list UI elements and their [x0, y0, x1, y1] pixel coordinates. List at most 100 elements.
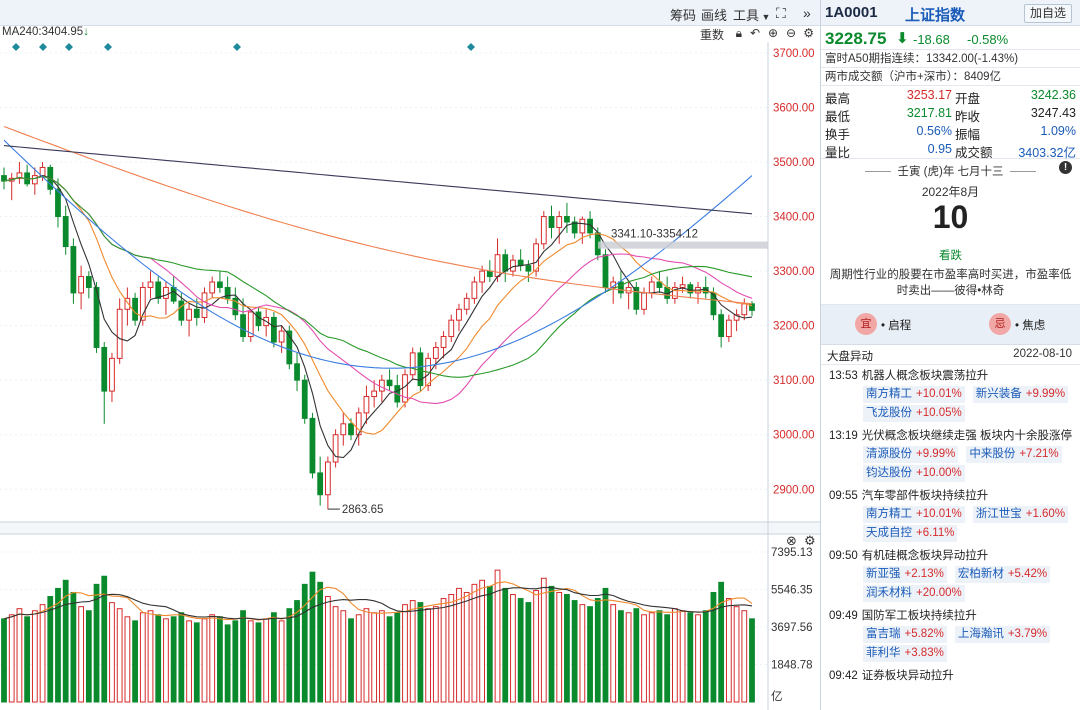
price-range-band: [598, 241, 768, 249]
price-tick-label: 2900.00: [773, 484, 815, 496]
candle-body: [456, 308, 462, 321]
gongju-button[interactable]: 工具 ▼: [733, 5, 770, 24]
stock-tag[interactable]: 润禾材料 +20.00%: [863, 585, 965, 602]
stock-tag[interactable]: 飞龙股份 +10.05%: [863, 405, 965, 422]
candle-body: [687, 284, 694, 294]
candle-body: [556, 216, 563, 228]
stock-change: +6.11%: [916, 527, 955, 539]
candle-body: [564, 216, 570, 223]
zoom-out-icon[interactable]: ⊖: [785, 26, 796, 40]
stock-tag[interactable]: 中来股份 +7.21%: [966, 446, 1062, 463]
volume-bar: [564, 593, 570, 703]
news-item[interactable]: 09:55 汽车零部件板块持续拉升 南方精工 +10.01% 浙江世宝 +1.60% 天成自…: [821, 485, 1080, 545]
index-name[interactable]: 上证指数: [905, 7, 966, 24]
stat-label-l1: 最低: [825, 110, 851, 124]
settings-icon[interactable]: ⚙: [803, 26, 814, 40]
zoom-in-icon[interactable]: ⊕: [767, 26, 778, 40]
stock-tag[interactable]: 菲利华 +3.83%: [863, 645, 947, 662]
news-time: 09:49: [829, 610, 858, 622]
chongshu-button[interactable]: 重数: [699, 28, 724, 42]
volume-bar: [448, 593, 455, 703]
news-item-title: 13:19 光伏概念板块继续走强 板块内十余股涨停: [829, 427, 1080, 445]
news-item[interactable]: 13:19 光伏概念板块继续走强 板块内十余股涨停 清源股份 +9.99% 中来股份 +7…: [821, 425, 1080, 485]
volume-bar: [702, 610, 709, 703]
volume-bar: [31, 610, 38, 703]
stock-tag[interactable]: 宏柏新材 +5.42%: [954, 566, 1051, 583]
lock-icon[interactable]: 🔒︎: [735, 26, 742, 40]
stock-change: +1.60%: [1025, 508, 1066, 520]
candle-body: [378, 379, 385, 392]
candle-body: [70, 246, 77, 294]
candle-body: [55, 188, 61, 218]
volume-ma10-line: [3, 586, 753, 620]
candlestick-chart[interactable]: 3700.00 3600.00 3500.00 3400.00 3300.00 3200.…: [0, 0, 820, 710]
candle-body: [486, 270, 493, 278]
stock-tag[interactable]: 上海瀚讯 +3.79%: [954, 626, 1051, 643]
volume-bar: [324, 596, 331, 703]
volume-bar: [39, 604, 46, 703]
stock-tag[interactable]: 天成自控 +6.11%: [863, 525, 958, 542]
low-label: 2863.65: [342, 504, 384, 516]
candle-body: [286, 330, 293, 365]
news-item-title: 09:42 证券板块异动拉升: [829, 667, 1080, 685]
candle-body: [363, 396, 370, 414]
volume-bar: [610, 604, 617, 703]
stock-tag[interactable]: 富吉瑞 +5.82%: [863, 626, 947, 643]
volume-bar: [463, 591, 470, 703]
a50-line[interactable]: 富时A50期指连续：13342.00(-1.43%): [821, 50, 1080, 68]
volume-bar: [425, 608, 432, 703]
stat-value-v1: 0.95: [927, 142, 952, 156]
stock-tag[interactable]: 南方精工 +10.01%: [863, 386, 965, 403]
news-stock-tags: 新亚强 +2.13% 宏柏新材 +5.42% 润禾材料 +20.00%: [829, 565, 1080, 603]
volume-bar: [648, 612, 655, 703]
undo-icon[interactable]: ↶: [749, 26, 760, 40]
candle-body: [116, 308, 123, 359]
news-item-title: 09:50 有机硅概念板块异动拉升: [829, 547, 1080, 565]
candle-body: [93, 286, 100, 348]
stock-tag[interactable]: 浙江世宝 +1.60%: [972, 506, 1069, 523]
info-icon[interactable]: !: [1059, 161, 1072, 174]
quote-stat-row: 量比 0.95 成交额 3403.32亿: [821, 140, 1080, 160]
news-text: 机器人概念板块震荡拉升: [861, 370, 989, 382]
news-title: 大盘异动: [827, 351, 873, 363]
yi-text: • 启程: [881, 320, 912, 332]
candle-body: [641, 292, 647, 310]
stock-tag[interactable]: 南方精工 +10.01%: [863, 506, 965, 523]
caret-down-icon: ▼: [759, 12, 771, 22]
chouma-button[interactable]: 筹码: [670, 8, 697, 23]
stock-tag[interactable]: 清源股份 +9.99%: [863, 446, 959, 463]
collapse-icon[interactable]: »: [803, 5, 811, 21]
volume-settings-icon[interactable]: ⚙: [804, 534, 816, 549]
candle-body: [448, 319, 455, 338]
volume-bar: [78, 606, 85, 703]
huaxian-button[interactable]: 画线: [701, 8, 728, 23]
news-item[interactable]: 13:53 机器人概念板块震荡拉升 南方精工 +10.01% 新兴装备 +9.99% 飞龙股…: [821, 365, 1080, 425]
stat-value-v1: 0.56%: [916, 124, 952, 138]
candle-body: [224, 286, 231, 299]
candle-body: [201, 292, 208, 318]
fullscreen-icon[interactable]: ⛶: [776, 5, 786, 21]
add-watchlist-button[interactable]: 加自选: [1024, 4, 1072, 23]
news-item[interactable]: 09:50 有机硅概念板块异动拉升 新亚强 +2.13% 宏柏新材 +5.42% 润禾材料 +…: [821, 545, 1080, 605]
volume-bar: [633, 608, 640, 703]
news-header: 大盘异动 2022-08-10: [821, 345, 1080, 365]
stat-value-v2: 3403.32亿: [1018, 146, 1076, 160]
close-icon[interactable]: ⊗: [786, 534, 797, 549]
stock-name: 新兴装备: [975, 388, 1022, 400]
candle-body: [479, 270, 485, 283]
candle-body: [271, 316, 277, 343]
stock-tag[interactable]: 新亚强 +2.13%: [863, 566, 947, 583]
stock-tag[interactable]: 新兴装备 +9.99%: [972, 386, 1069, 403]
kline-chart-panel[interactable]: 3700.00 3600.00 3500.00 3400.00 3300.00 3200.…: [0, 0, 820, 710]
news-item-title: 09:55 汽车零部件板块持续拉升: [829, 487, 1080, 505]
candle-body: [16, 172, 23, 179]
main-plot-bg: [0, 42, 820, 522]
news-item[interactable]: 09:49 国防军工板块持续拉升 富吉瑞 +5.82% 上海瀚讯 +3.79%菲利华 +3.…: [821, 605, 1080, 665]
news-stock-tags: 南方精工 +10.01% 浙江世宝 +1.60% 天成自控 +6.11%: [829, 505, 1080, 543]
news-item[interactable]: 09:42 证券板块异动拉升: [821, 665, 1080, 687]
stock-tag[interactable]: 钧达股份 +10.00%: [863, 465, 965, 482]
candle-body: [409, 352, 416, 376]
stat-value-v1: 3253.17: [906, 88, 952, 102]
news-stock-tags: 富吉瑞 +5.82% 上海瀚讯 +3.79% 菲利华 +3.83%: [829, 625, 1080, 663]
stock-change: +3.83%: [904, 647, 944, 659]
